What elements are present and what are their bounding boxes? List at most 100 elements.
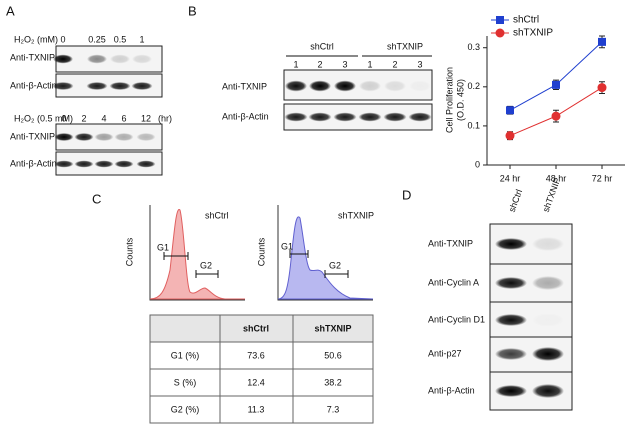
band [285,80,307,92]
time: 2 [81,113,86,123]
band [74,160,94,168]
antibody: Anti-β-Actin [10,80,57,90]
lane: 2 [317,59,322,69]
time: 12 [141,113,151,123]
legend-marker [496,16,504,24]
band [136,133,156,141]
band [495,238,527,250]
hist-y-label: Counts [256,237,266,266]
dose: 0.5 [114,34,127,44]
band [383,112,407,122]
gate-bar [324,270,349,278]
band [114,133,134,141]
line [509,41,603,111]
hist-y-label: Counts [124,237,134,266]
legend-label: shTXNIP [513,28,553,39]
hist-curve [277,216,374,300]
band [309,80,331,92]
band [74,133,94,141]
band [359,80,381,92]
band [532,313,564,327]
table-cell: 73.6 [247,350,265,360]
dose: 0 [60,34,65,44]
band [87,54,107,64]
table-cell: S (%) [174,377,197,387]
band [54,133,74,141]
hist-curve [149,209,245,300]
hist-title: shCtrl [205,210,229,220]
time: 6 [121,113,126,123]
band [52,82,74,90]
gate: G2 [200,260,212,270]
table-cell: 11.3 [248,404,265,414]
band [408,112,432,122]
histogram: shCtrl Counts G1 G2 [124,205,245,301]
table: shCtrl shTXNIP G1 (%) 73.6 50.6 S (%) 12… [149,314,374,424]
marker [597,83,607,93]
antibody: Anti-TXNIP [428,238,473,248]
marker [552,80,560,89]
axis [486,36,625,166]
y-tick-label: 0 [475,159,480,169]
band [54,160,74,168]
group: shTXNIP [387,41,423,51]
hist-axis [149,205,245,301]
group: shCtrl [310,41,334,51]
panel-label: B [188,3,197,18]
gate-bar [195,270,219,278]
band [136,160,156,168]
table-cell: 50.6 [324,350,342,360]
band [358,112,382,122]
treatment: H₂O₂ (0.5 mM) [14,113,73,123]
antibody: Anti-TXNIP [222,81,267,91]
band [495,277,527,289]
band [284,112,308,122]
marker [505,131,515,141]
marker [598,37,606,46]
band [114,160,134,168]
band [384,80,406,92]
band [532,237,564,251]
band [94,160,114,168]
histogram: shTXNIP Counts G1 G2 [256,205,374,301]
antibody: Anti-β-Actin [222,111,269,121]
table-head: shTXNIP [314,323,351,333]
y-axis-label: Cell Proliferation [444,67,454,133]
lane: 1 [367,59,372,69]
time-unit: (hr) [158,113,172,123]
band [94,133,114,141]
antibody: Anti-Cyclin A [428,277,479,287]
band [333,112,357,122]
band [53,54,73,64]
table-head: shCtrl [243,323,269,333]
table-cell: G1 (%) [171,350,200,360]
x-tick-label: 48 hr [546,173,567,183]
band [109,82,131,90]
gate-bar [289,250,309,258]
gate: G2 [329,260,341,270]
lane: 3 [417,59,422,69]
band [334,80,356,92]
gate-bar [163,252,189,260]
legend-marker [495,28,505,38]
panel-label: C [92,191,101,206]
marker [551,111,561,121]
band [532,276,564,290]
band [532,347,564,361]
panel-label: A [6,3,15,18]
antibody: Anti-β-Actin [428,385,475,395]
table-cell: G2 (%) [171,404,200,414]
gate: G1 [157,242,169,252]
antibody: Anti-TXNIP [10,131,55,141]
legend-label: shCtrl [513,15,539,26]
x-tick-label: 24 hr [500,173,521,183]
band [532,384,564,398]
antibody: Anti-Cyclin D1 [428,314,485,324]
band [495,385,527,397]
time: 0 [61,113,66,123]
y-tick-label: 0.3 [467,42,480,52]
antibody: Anti-β-Actin [10,158,57,168]
hist-axis [277,205,373,301]
